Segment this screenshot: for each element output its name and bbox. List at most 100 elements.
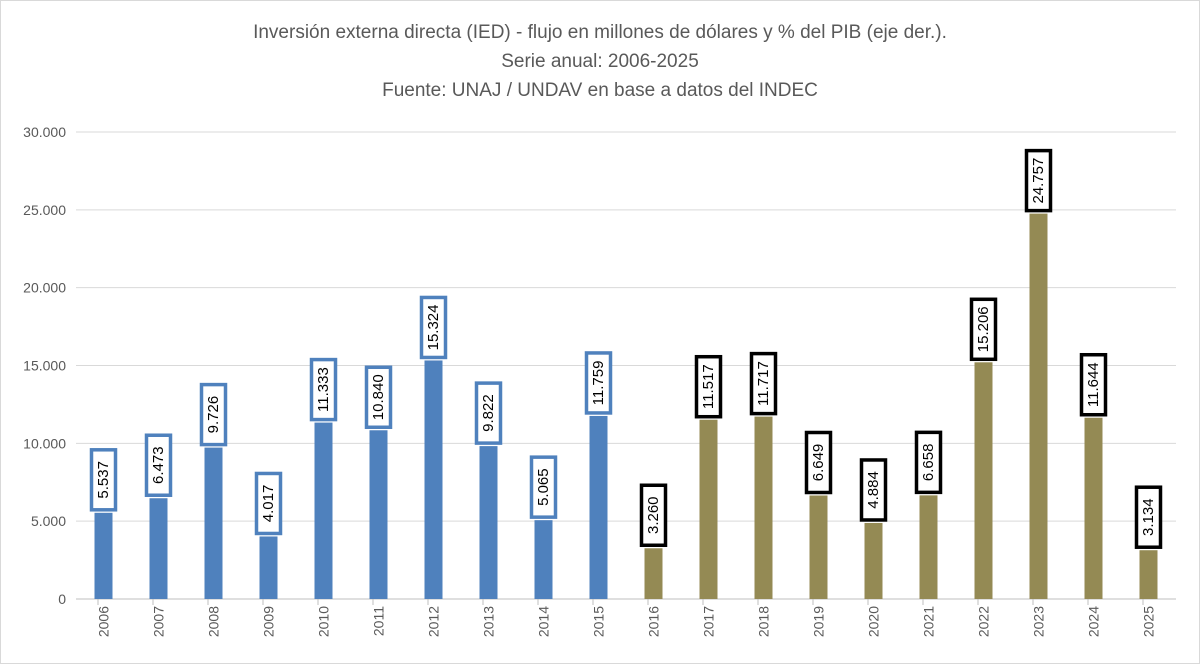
data-label: 11.717 (749, 351, 778, 416)
x-tick-label: 2024 (1086, 606, 1102, 637)
data-label-text: 15.206 (975, 306, 992, 352)
bar (259, 536, 278, 599)
x-tick-label: 2011 (371, 606, 387, 636)
x-tick-label: 2010 (316, 606, 332, 637)
bar (1029, 213, 1048, 599)
data-label-box (529, 455, 558, 519)
bar (589, 415, 608, 599)
data-label: 6.649 (804, 430, 833, 495)
data-label-box (694, 354, 723, 419)
data-label-text: 15.324 (425, 305, 442, 351)
y-axis: 0 5.000 10.000 15.000 20.000 25.000 30.000 (23, 124, 66, 607)
data-label-text: 6.649 (810, 444, 827, 482)
x-tick-label: 2021 (921, 606, 937, 637)
data-label: 11.517 (694, 354, 723, 419)
data-label-box (804, 430, 833, 495)
x-axis: 2006 2007 2008 2009 2010 2011 2012 2013 2014 2015… (96, 599, 1157, 637)
data-label: 6.473 (144, 433, 173, 497)
data-label-text: 6.658 (920, 444, 937, 482)
chart-titles: Inversión externa directa (IED) - flujo … (0, 18, 1200, 105)
data-label: 6.658 (914, 430, 943, 495)
x-tick-label: 2006 (96, 606, 112, 637)
bar (369, 430, 388, 599)
data-label: 11.333 (309, 357, 338, 422)
y-tick-label: 15.000 (23, 358, 66, 374)
data-label: 11.644 (1079, 352, 1108, 417)
data-label-box (89, 448, 118, 512)
data-label-box (859, 458, 888, 522)
bar (699, 419, 718, 599)
x-tick-label: 2022 (976, 606, 992, 637)
bar (1139, 550, 1158, 599)
data-label-text: 9.822 (480, 394, 497, 432)
data-label: 15.324 (419, 295, 448, 360)
data-label-text: 4.884 (865, 471, 882, 509)
bar (534, 520, 553, 599)
bar (149, 498, 168, 599)
data-label: 3.260 (639, 483, 668, 548)
y-tick-label: 30.000 (23, 124, 66, 140)
x-tick-label: 2025 (1141, 606, 1157, 637)
data-label: 15.206 (969, 297, 998, 362)
bar (864, 522, 883, 599)
data-label-text: 10.840 (370, 374, 387, 420)
data-label: 4.017 (254, 471, 283, 536)
data-label-text: 3.260 (645, 496, 662, 534)
data-label: 5.065 (529, 455, 558, 519)
data-label-box (364, 365, 393, 430)
data-label-box (309, 357, 338, 422)
data-label-box (474, 381, 503, 445)
x-tick-label: 2015 (591, 606, 607, 637)
data-label-text: 11.759 (590, 361, 607, 406)
data-label: 9.822 (474, 381, 503, 445)
data-label-box (749, 351, 778, 416)
bar (94, 512, 113, 599)
data-label: 4.884 (859, 458, 888, 522)
x-tick-label: 2018 (756, 606, 772, 637)
data-label-box (144, 433, 173, 497)
x-tick-label: 2008 (206, 606, 222, 637)
x-tick-label: 2020 (866, 606, 882, 637)
x-tick-label: 2009 (261, 606, 277, 637)
chart-subtitle: Serie anual: 2006-2025 (501, 51, 699, 72)
data-label-text: 24.757 (1030, 158, 1047, 204)
data-label-text: 3.134 (1140, 498, 1157, 536)
x-tick-label: 2013 (481, 606, 497, 637)
x-tick-label: 2017 (701, 606, 717, 637)
data-label-box (419, 295, 448, 360)
data-label-box (1024, 148, 1053, 213)
data-label: 9.726 (199, 382, 228, 447)
data-label-text: 6.473 (150, 446, 167, 484)
gridlines (76, 131, 1176, 600)
data-label-text: 5.065 (535, 468, 552, 506)
data-label: 24.757 (1024, 148, 1053, 213)
data-label-box (969, 297, 998, 362)
data-labels: 5.537 6.473 9.726 4.017 11.333 10.840 15.324 9.… (89, 148, 1163, 549)
chart-source: Fuente: UNAJ / UNDAV en base a datos del… (382, 80, 818, 101)
data-label-box (914, 430, 943, 495)
bar (644, 548, 663, 599)
data-label-text: 9.726 (205, 396, 222, 434)
bar (479, 446, 498, 599)
y-tick-label: 0 (58, 591, 66, 607)
bar (754, 416, 773, 599)
y-tick-label: 25.000 (23, 202, 66, 218)
data-label-text: 11.717 (755, 361, 772, 406)
bar (809, 495, 828, 599)
data-label-box (1134, 485, 1163, 549)
data-label-box (1079, 352, 1108, 417)
x-tick-label: 2007 (151, 606, 167, 637)
x-tick-label: 2012 (426, 606, 442, 637)
bar (1084, 417, 1103, 599)
bars (94, 213, 1158, 599)
bar (314, 422, 333, 599)
x-tick-label: 2023 (1031, 606, 1047, 637)
bar (974, 362, 993, 599)
data-label-text: 11.644 (1085, 362, 1102, 407)
y-tick-label: 5.000 (31, 513, 66, 529)
y-tick-label: 20.000 (23, 280, 66, 296)
data-label-box (639, 483, 668, 548)
data-label: 10.840 (364, 365, 393, 430)
data-label-text: 11.333 (315, 367, 332, 412)
data-label: 3.134 (1134, 485, 1163, 549)
